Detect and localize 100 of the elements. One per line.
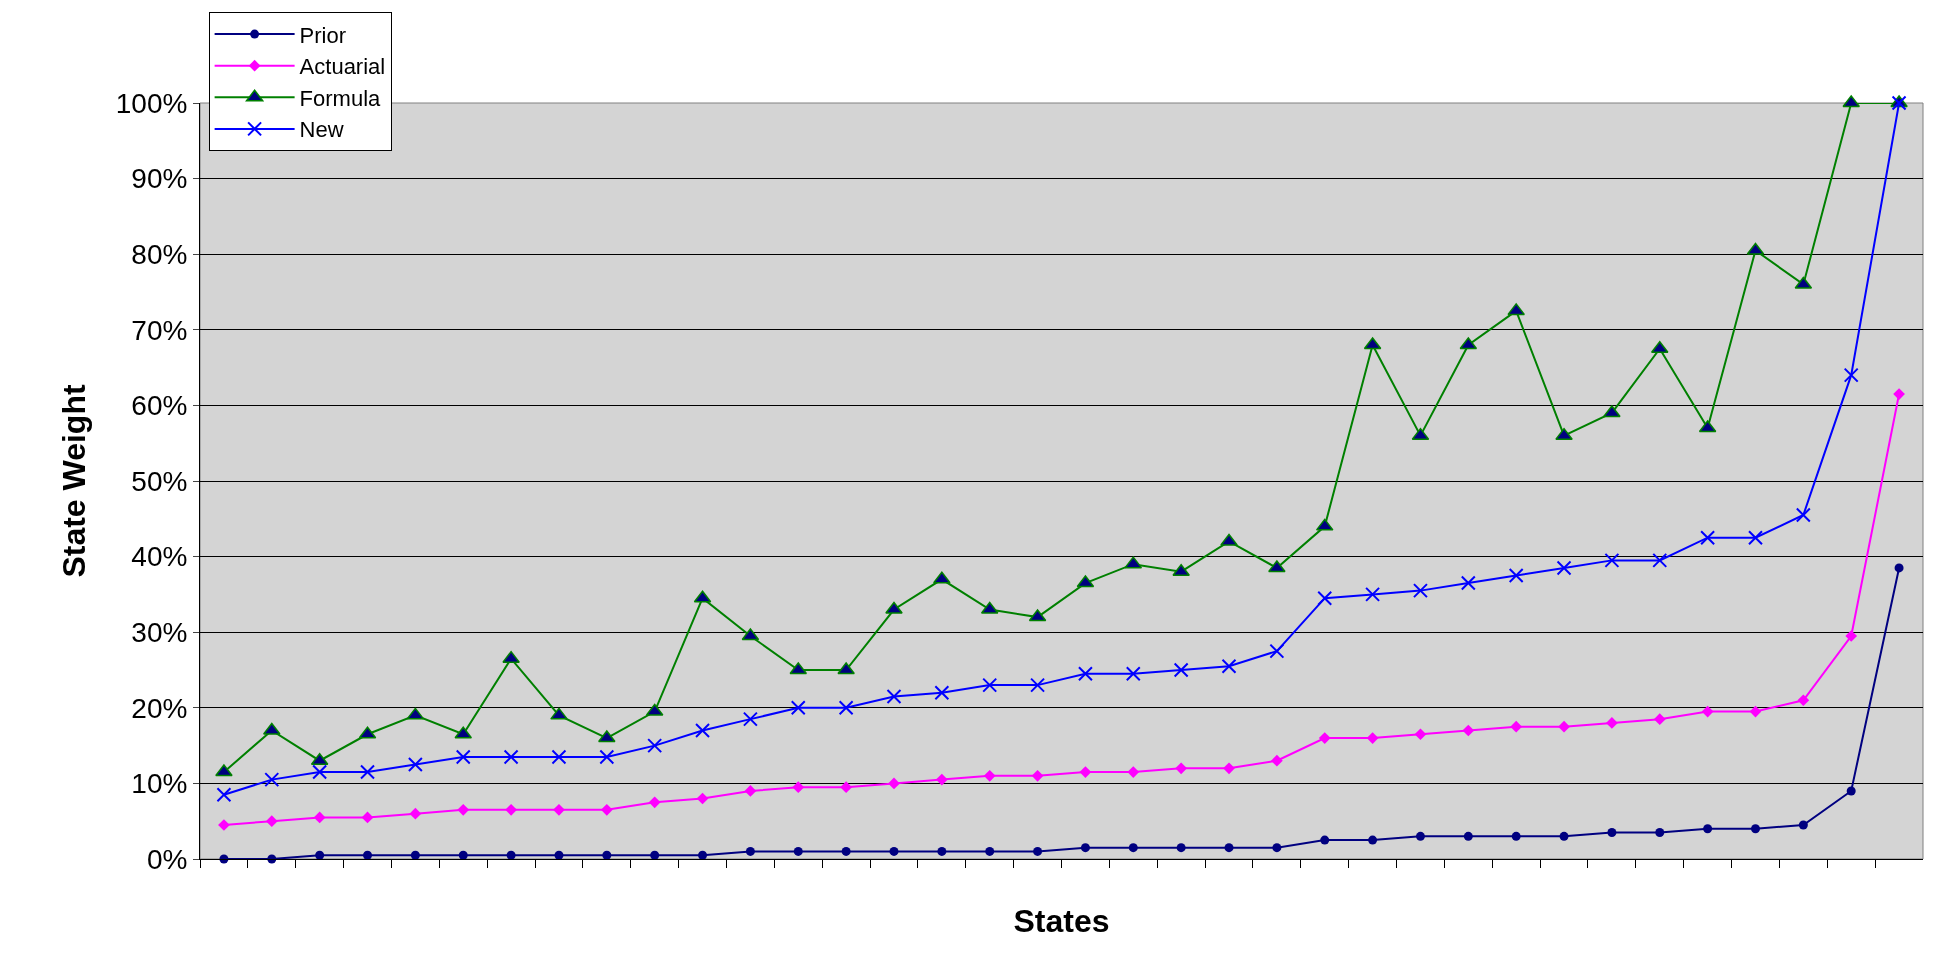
- y-tick-label: 60%: [131, 390, 188, 422]
- point: [1508, 568, 1524, 583]
- point: [215, 764, 233, 777]
- point: [695, 722, 711, 738]
- point: [1703, 824, 1713, 834]
- point: [889, 846, 899, 856]
- point: [696, 792, 709, 805]
- point: [982, 677, 998, 693]
- point: [503, 749, 519, 765]
- point: [553, 804, 565, 816]
- point: [1221, 658, 1237, 674]
- point: [505, 804, 517, 816]
- point: [1175, 762, 1187, 775]
- point: [313, 811, 326, 824]
- point: [1555, 427, 1573, 440]
- point: [1271, 754, 1283, 767]
- point: [885, 601, 903, 614]
- point: [1224, 843, 1234, 853]
- point: [1317, 590, 1333, 606]
- x-axis-title: States: [1013, 903, 1110, 940]
- legend-label: Formula: [299, 85, 382, 111]
- point: [1366, 732, 1379, 744]
- point: [1846, 786, 1856, 796]
- y-axis-title: State Weight: [56, 384, 93, 578]
- point: [1172, 563, 1190, 576]
- point: [1653, 713, 1666, 725]
- point: [409, 807, 422, 820]
- point: [315, 850, 325, 860]
- point: [458, 850, 468, 860]
- point: [1462, 724, 1475, 737]
- point: [742, 711, 758, 727]
- point: [1176, 843, 1186, 853]
- point: [792, 781, 805, 794]
- point: [744, 785, 757, 797]
- point: [1128, 843, 1138, 853]
- y-tick-label: 70%: [131, 314, 188, 346]
- point: [363, 850, 373, 860]
- y-tick-label: 80%: [131, 239, 188, 270]
- point: [1606, 717, 1618, 729]
- point: [1655, 828, 1665, 838]
- point: [1797, 694, 1810, 707]
- point: [1080, 843, 1090, 853]
- legend-label: Actuarial: [299, 54, 386, 80]
- point: [1320, 835, 1330, 845]
- point: [1031, 769, 1044, 782]
- point: [264, 772, 280, 788]
- point: [648, 796, 661, 809]
- point: [1558, 720, 1570, 733]
- point: [647, 738, 663, 754]
- point: [934, 685, 950, 701]
- point: [1415, 831, 1425, 841]
- point: [983, 769, 996, 782]
- point: [410, 850, 420, 860]
- point: [886, 688, 902, 704]
- point: [1368, 835, 1378, 845]
- point: [602, 850, 612, 860]
- point: [841, 846, 851, 856]
- point: [1843, 367, 1859, 383]
- point: [1125, 666, 1141, 682]
- point: [599, 749, 615, 765]
- legend-label: Prior: [299, 22, 347, 48]
- point: [1559, 831, 1569, 841]
- legend-label: New: [299, 117, 344, 143]
- point: [1749, 705, 1762, 718]
- point: [1272, 843, 1282, 853]
- point: [1607, 828, 1617, 838]
- point: [1701, 705, 1714, 718]
- point: [1223, 762, 1235, 775]
- y-tick-label: 100%: [115, 87, 188, 119]
- point: [793, 846, 803, 856]
- point: [790, 700, 806, 716]
- point: [1845, 630, 1858, 642]
- point: [1318, 732, 1331, 744]
- point: [888, 777, 900, 790]
- point: [1463, 831, 1473, 841]
- point: [551, 749, 567, 765]
- point: [1412, 583, 1428, 599]
- point: [216, 787, 232, 803]
- point: [1269, 643, 1285, 659]
- point: [985, 846, 995, 856]
- point: [1604, 552, 1620, 568]
- point: [1750, 824, 1760, 834]
- point: [650, 850, 660, 860]
- point: [1077, 666, 1093, 682]
- point: [933, 571, 951, 584]
- point: [1798, 820, 1808, 830]
- y-tick-label: 0%: [146, 843, 188, 875]
- point: [506, 850, 516, 860]
- point: [1033, 846, 1043, 856]
- point: [837, 662, 855, 675]
- point: [550, 707, 568, 720]
- point: [698, 850, 708, 860]
- point: [502, 650, 520, 663]
- point: [1700, 530, 1716, 546]
- y-tick-label: 50%: [131, 465, 188, 497]
- point: [1511, 831, 1521, 841]
- point: [1894, 563, 1904, 573]
- point: [1510, 720, 1523, 733]
- point: [554, 850, 564, 860]
- point: [1127, 766, 1140, 778]
